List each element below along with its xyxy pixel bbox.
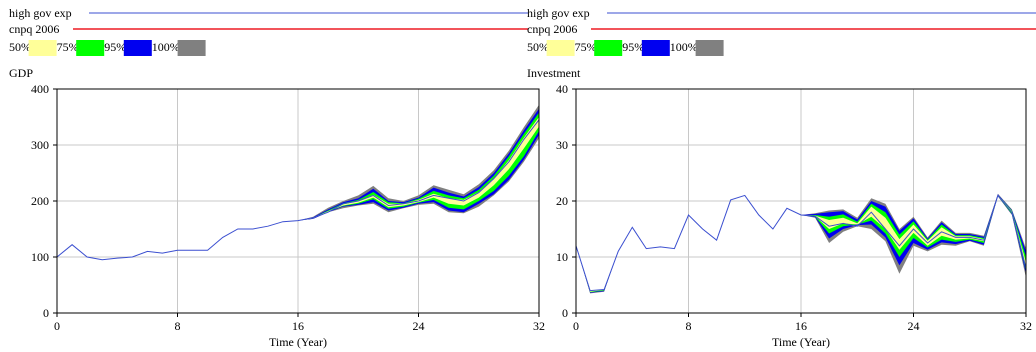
x-tick-label: 24 (908, 319, 920, 333)
legend-band-label: 95% (622, 40, 644, 54)
legend-band-label: 50% (527, 40, 549, 54)
legend-band-swatch (695, 40, 724, 56)
y-tick-label: 10 (556, 250, 568, 264)
y-tick-label: 400 (31, 82, 49, 96)
legend-band-swatch (594, 40, 623, 56)
y-tick-label: 0 (43, 306, 49, 320)
legend-series-label: cnpq 2006 (527, 22, 577, 36)
x-tick-label: 24 (413, 319, 425, 333)
x-tick-label: 0 (573, 319, 579, 333)
y-axis-title: GDP (9, 66, 33, 80)
legend-band-label: 75% (57, 40, 79, 54)
x-tick-label: 0 (54, 319, 60, 333)
y-tick-label: 200 (31, 194, 49, 208)
confidence-band-95pct (576, 194, 1026, 293)
legend-band-swatch (76, 40, 105, 56)
legend-band-swatch (641, 40, 670, 56)
y-tick-label: 0 (562, 306, 568, 320)
y-tick-label: 20 (556, 194, 568, 208)
x-tick-label: 8 (686, 319, 692, 333)
legend-series-label: high gov exp (9, 6, 72, 20)
legend-series-label: cnpq 2006 (9, 22, 59, 36)
legend-band-swatch (546, 40, 575, 56)
y-tick-label: 100 (31, 250, 49, 264)
chart-panel-investment: high gov exp cnpq 2006 50% 75% 95% 100% Invest… (527, 6, 1036, 349)
x-tick-label: 8 (175, 319, 181, 333)
chart-panel-gdp: high gov exp cnpq 2006 50% 75% 95% 100% GDP 0 10… (9, 6, 545, 349)
x-tick-label: 16 (795, 319, 807, 333)
legend-band-label: 100% (152, 40, 180, 54)
legend-band-label: 75% (575, 40, 597, 54)
legend-band-label: 95% (104, 40, 126, 54)
y-tick-label: 300 (31, 138, 49, 152)
x-axis-title: Time (Year) (772, 335, 830, 349)
y-tick-label: 40 (556, 82, 568, 96)
series-line-high-gov-exp (575, 194, 1027, 292)
series-line-high-gov-exp (56, 119, 540, 261)
x-tick-label: 16 (292, 319, 304, 333)
legend-band-swatch (177, 40, 206, 56)
y-axis-title: Investment (527, 66, 581, 80)
x-axis-title: Time (Year) (269, 335, 327, 349)
x-tick-label: 32 (533, 319, 545, 333)
y-tick-label: 30 (556, 138, 568, 152)
legend-band-swatch (123, 40, 152, 56)
legend-band-label: 50% (9, 40, 31, 54)
legend-band-swatch (28, 40, 57, 56)
legend-band-label: 100% (670, 40, 698, 54)
legend-series-label: high gov exp (527, 6, 590, 20)
x-tick-label: 32 (1020, 319, 1032, 333)
